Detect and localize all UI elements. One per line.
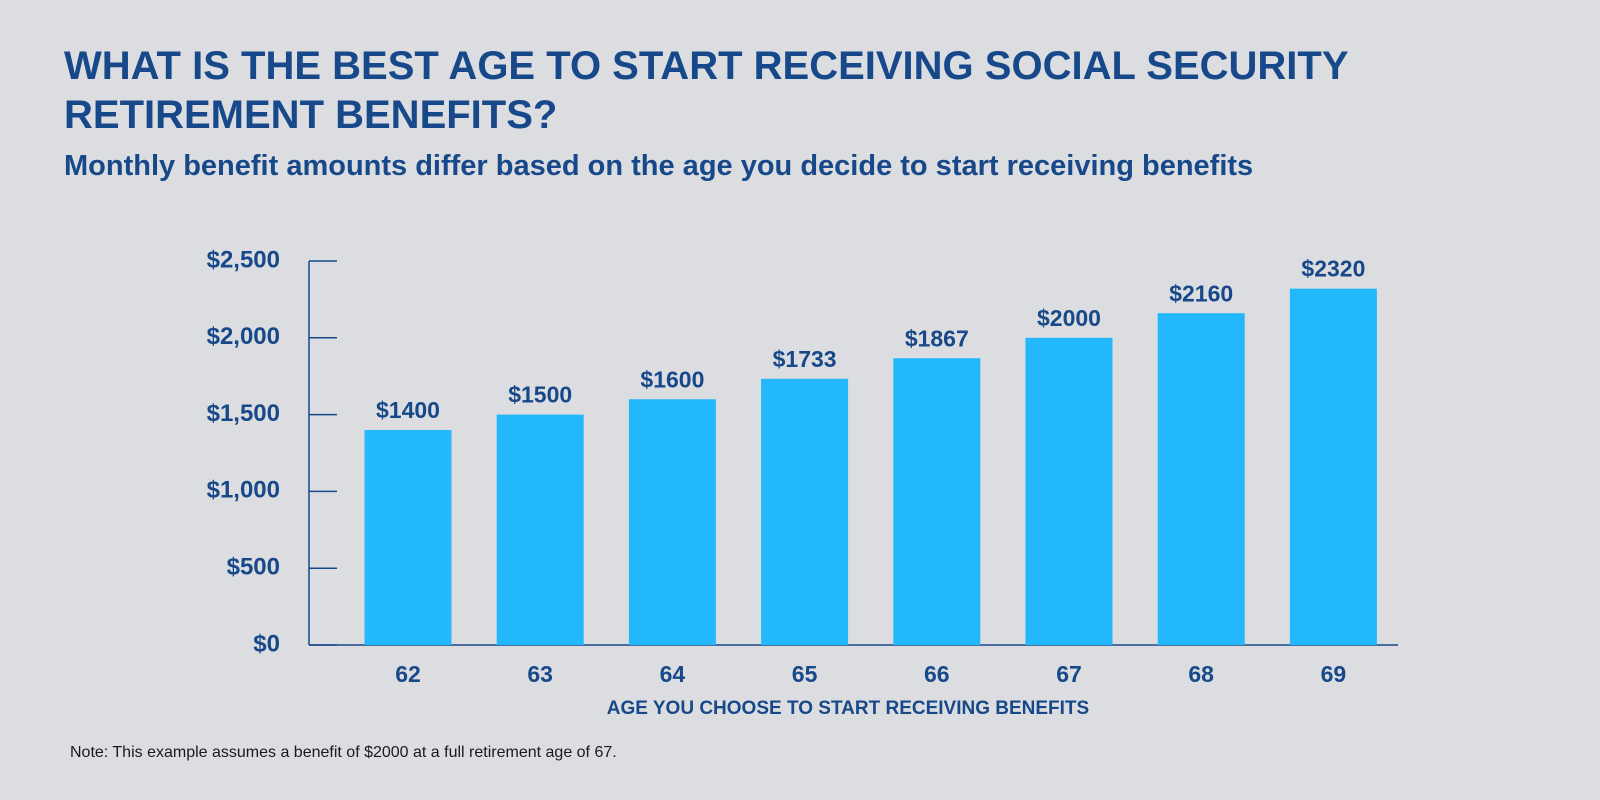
y-tick-label: $500 bbox=[227, 554, 280, 581]
bar bbox=[496, 414, 584, 645]
x-tick-label: 66 bbox=[924, 661, 950, 687]
value-label: $1733 bbox=[773, 346, 837, 372]
bar bbox=[628, 399, 716, 645]
value-label: $2320 bbox=[1301, 256, 1365, 282]
x-tick-label: 68 bbox=[1188, 661, 1214, 687]
y-tick-label: $2,500 bbox=[207, 246, 280, 273]
value-label: $2160 bbox=[1169, 280, 1233, 306]
x-tick-label: 63 bbox=[527, 661, 553, 687]
x-tick-label: 67 bbox=[1056, 661, 1082, 687]
value-label: $1867 bbox=[905, 325, 969, 351]
value-label: $1600 bbox=[640, 366, 704, 392]
y-tick-label: $1,000 bbox=[207, 477, 280, 504]
bar bbox=[1025, 337, 1113, 645]
chart: AGE YOU CHOOSE TO START RECEIVING BENEFI… bbox=[207, 246, 1398, 719]
x-tick-label: 64 bbox=[660, 661, 686, 687]
value-label: $1400 bbox=[376, 397, 440, 423]
footnote: Note: This example assumes a benefit of … bbox=[70, 744, 617, 761]
y-tick-label: $2,000 bbox=[207, 323, 280, 350]
bar bbox=[1289, 288, 1377, 645]
bar bbox=[893, 358, 981, 645]
y-tick-label: $1,500 bbox=[207, 400, 280, 427]
value-label: $2000 bbox=[1037, 305, 1101, 331]
x-tick-label: 62 bbox=[395, 661, 421, 687]
bar bbox=[1157, 313, 1245, 645]
chart-subtitle: Monthly benefit amounts differ based on … bbox=[64, 150, 1254, 182]
value-label: $1500 bbox=[508, 382, 572, 408]
y-tick-label: $0 bbox=[253, 630, 280, 657]
bar bbox=[761, 378, 849, 645]
chart-title: WHAT IS THE BEST AGE TO START RECEIVING … bbox=[64, 44, 1348, 137]
x-tick-label: 69 bbox=[1321, 661, 1347, 687]
x-axis-title: AGE YOU CHOOSE TO START RECEIVING BENEFI… bbox=[607, 698, 1089, 719]
x-tick-label: 65 bbox=[792, 661, 818, 687]
bar bbox=[364, 429, 452, 645]
